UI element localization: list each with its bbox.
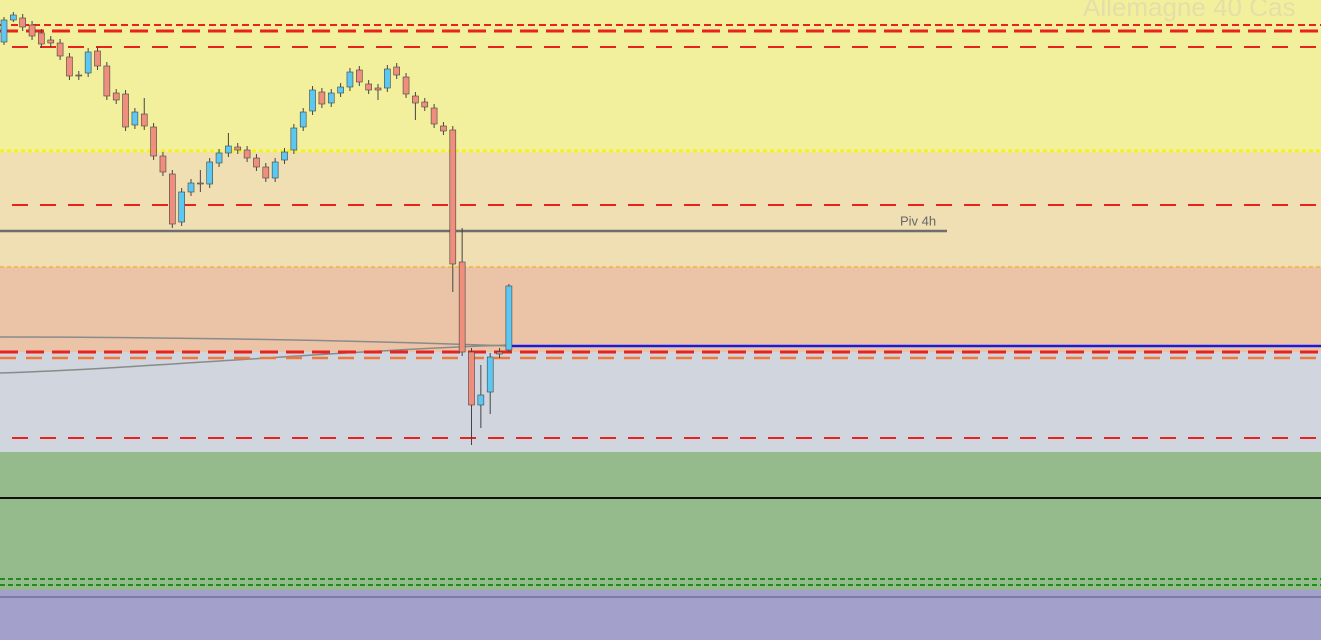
candle-body [28, 24, 36, 37]
candle-body [103, 65, 111, 97]
candle-body [374, 87, 382, 91]
candle-body [458, 261, 466, 353]
candle-body [486, 356, 494, 393]
candle-body [393, 66, 401, 76]
candle-body [253, 157, 260, 168]
candle-body [309, 89, 316, 112]
candle-body [505, 285, 513, 351]
candle-body [197, 182, 204, 185]
zone [0, 267, 1321, 352]
candle-body [206, 161, 213, 185]
candle-body [290, 127, 298, 151]
candle-body [402, 76, 410, 95]
candle-body [243, 149, 251, 159]
candle-body [384, 68, 391, 89]
zone [0, 352, 1321, 452]
moving-average [0, 344, 511, 374]
candle-body [355, 69, 363, 83]
candle-body [234, 146, 242, 151]
candle-body [47, 39, 55, 44]
candle-body [365, 83, 372, 91]
candle-body [477, 394, 485, 406]
candle-body [122, 93, 129, 128]
candle-body [84, 51, 92, 74]
candle-body [10, 14, 17, 21]
zone [0, 152, 1321, 267]
candle-body [346, 71, 354, 88]
candle-body [169, 173, 176, 225]
candle-body [38, 32, 45, 45]
candle-body [496, 351, 503, 355]
candle-body [159, 155, 167, 173]
candle-body [327, 92, 335, 104]
chart-title: Allemagne 40 Cas [1083, 0, 1295, 22]
moving-average [0, 336, 511, 347]
candle-body [178, 191, 185, 223]
candle-body [468, 351, 475, 406]
candle-body [430, 107, 438, 125]
candle-body [75, 74, 83, 77]
candle-body [150, 126, 157, 157]
candle-body [337, 86, 344, 94]
candle-body [112, 92, 120, 101]
candle-body [281, 151, 288, 161]
candle-body [19, 17, 27, 28]
candle-body [318, 91, 326, 105]
candle-body [412, 95, 419, 104]
candle-body [215, 152, 223, 164]
candle-body [0, 19, 8, 43]
candle-body [421, 101, 429, 108]
pivot-label: Piv 4h [900, 213, 936, 228]
levels [0, 24, 1321, 598]
candle-body [187, 182, 195, 193]
candle-body [440, 125, 447, 132]
candle-body [271, 161, 279, 179]
candle-body [449, 129, 457, 265]
candle-body [66, 56, 73, 77]
candle-body [94, 50, 101, 67]
zone [0, 590, 1321, 640]
zone [0, 0, 1321, 152]
candle-body [140, 113, 148, 127]
candle-body [131, 111, 139, 126]
zone [0, 452, 1321, 590]
candle-body [262, 166, 270, 179]
candle-body [225, 145, 232, 154]
candle-body [56, 42, 64, 57]
candle-body [299, 111, 307, 128]
